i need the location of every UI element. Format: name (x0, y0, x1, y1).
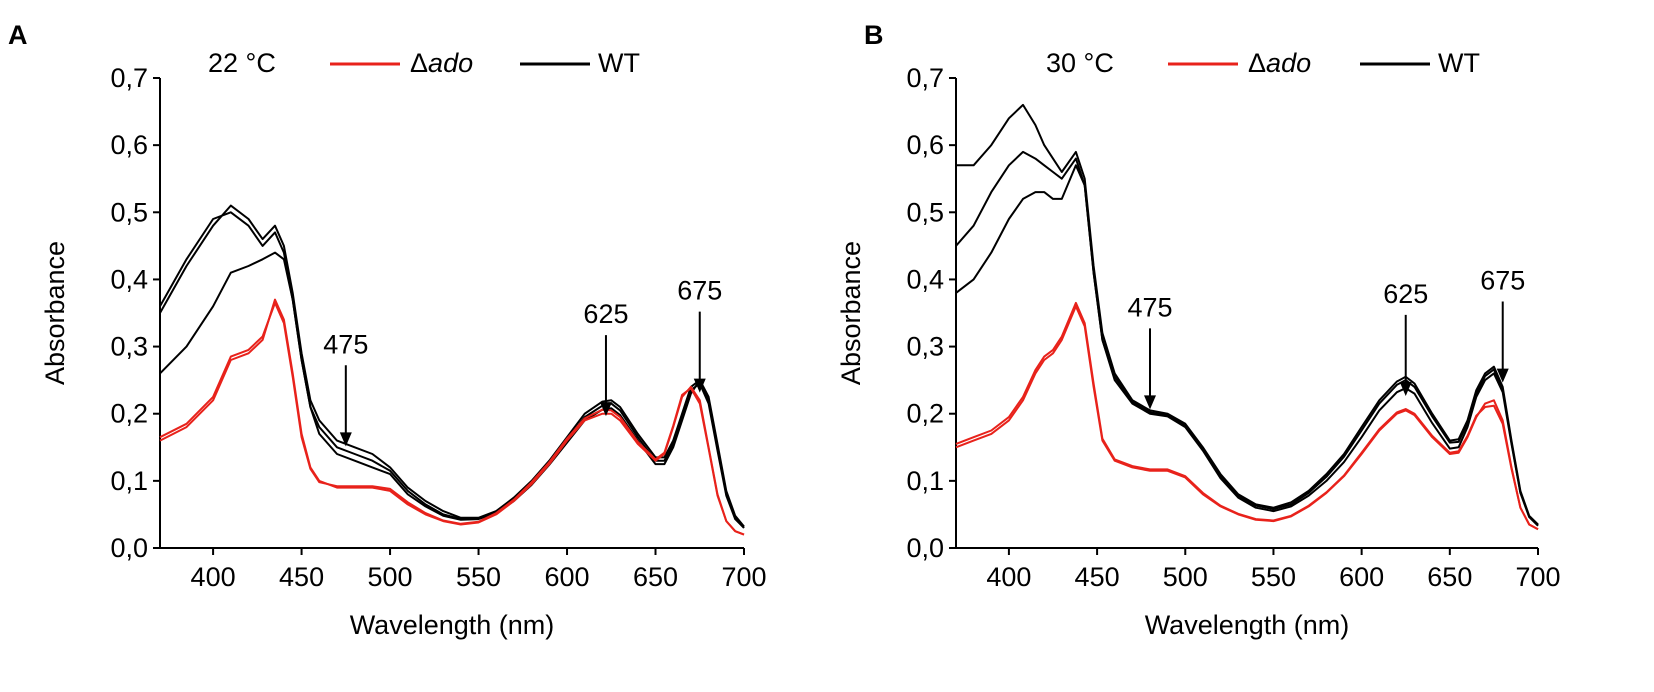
annotation-arrow-head-a (693, 378, 706, 393)
y-tick-label-a: 0,2 (110, 399, 148, 429)
legend-temperature-b: 30 °C (1046, 48, 1114, 78)
series-line-b (956, 103, 1539, 526)
legend-a: 22 °C Δado WT (208, 48, 640, 78)
x-tick-label-a: 550 (456, 562, 501, 592)
y-tick-label-b: 0,4 (906, 264, 944, 294)
y-tick-label-a: 0,0 (110, 533, 148, 563)
panel-letter-b: B (864, 20, 884, 50)
x-tick-label-a: 400 (191, 562, 236, 592)
annotation-arrow-head-a (599, 402, 612, 417)
x-tick-label-a: 450 (279, 562, 324, 592)
y-tick-label-a: 0,5 (110, 197, 148, 227)
series-line-b (955, 305, 1539, 531)
x-tick-label-a: 650 (633, 562, 678, 592)
annotation-arrow-head-b (1144, 395, 1156, 410)
legend-temperature-a: 22 °C (208, 48, 276, 78)
y-tick-label-b: 0,6 (906, 130, 944, 160)
y-tick-label-a: 0,4 (110, 264, 148, 294)
x-axis-title-a: Wavelength (nm) (350, 610, 555, 640)
annotation-label-b: 625 (1383, 279, 1428, 309)
series-line-b (955, 164, 1539, 527)
series-line-b (955, 150, 1539, 526)
annotation-arrow-head-b (1399, 382, 1412, 396)
y-axis-title-b: Absorbance (836, 241, 866, 385)
x-tick-label-b: 700 (1515, 562, 1560, 592)
series-line-a (159, 211, 745, 529)
annotation-label-a: 475 (323, 329, 368, 359)
x-tick-label-b: 450 (1075, 562, 1120, 592)
y-tick-label-a: 0,1 (110, 466, 148, 496)
x-tick-label-b: 550 (1251, 562, 1296, 592)
panel-a: A 22 °C Δado WT 0,0 0,1 0,2 0,3 0,4 0,5 0,6 0,7… (8, 20, 767, 640)
y-tick-label-b: 0,7 (906, 63, 944, 93)
x-tick-label-b: 600 (1339, 562, 1384, 592)
annotation-label-a: 675 (677, 276, 722, 306)
legend-b: 30 °C Δado WT (1046, 48, 1480, 78)
legend-label-wt-b: WT (1438, 48, 1480, 78)
y-tick-label-a: 0,7 (110, 63, 148, 93)
legend-label-ado-a: Δado (410, 48, 473, 78)
y-tick-label-a: 0,6 (110, 130, 148, 160)
legend-label-ado-b: Δado (1248, 48, 1311, 78)
series-line-b (955, 301, 1539, 531)
x-tick-label-a: 500 (368, 562, 413, 592)
plot-area-a: 0,0 0,1 0,2 0,3 0,4 0,5 0,6 0,7 400 450 500 550 600 6… (40, 63, 767, 640)
y-tick-label-b: 0,0 (906, 533, 944, 563)
annotation-label-a: 625 (583, 299, 628, 329)
series-line-a (159, 301, 745, 536)
legend-label-wt-a: WT (598, 48, 640, 78)
annotation-label-b: 475 (1127, 292, 1172, 322)
x-tick-label-b: 650 (1427, 562, 1472, 592)
series-line-a (159, 298, 745, 536)
panel-b: B 30 °C Δado WT 0,0 0,1 0,2 0,3 0,4 0,5 0,6 0,7… (836, 20, 1561, 640)
y-axis-title-a: Absorbance (40, 241, 70, 385)
x-axis-title-b: Wavelength (nm) (1145, 610, 1350, 640)
annotation-arrow-head-a (339, 432, 352, 447)
series-line-a (159, 251, 745, 528)
annotation-arrow-head-b (1496, 368, 1509, 383)
y-tick-label-a: 0,3 (110, 332, 148, 362)
y-tick-label-b: 0,2 (906, 399, 944, 429)
annotation-label-b: 675 (1480, 266, 1525, 296)
x-tick-label-b: 400 (986, 562, 1031, 592)
y-tick-label-b: 0,3 (906, 332, 944, 362)
x-tick-label-a: 700 (721, 562, 766, 592)
y-tick-label-b: 0,5 (906, 197, 944, 227)
x-tick-label-a: 600 (544, 562, 589, 592)
plot-area-b: 0,0 0,1 0,2 0,3 0,4 0,5 0,6 0,7 400 450 500 550 600 6… (836, 63, 1561, 640)
x-tick-label-b: 500 (1163, 562, 1208, 592)
panel-letter-a: A (8, 20, 28, 50)
y-tick-label-b: 0,1 (906, 466, 944, 496)
series-line-a (159, 204, 745, 529)
